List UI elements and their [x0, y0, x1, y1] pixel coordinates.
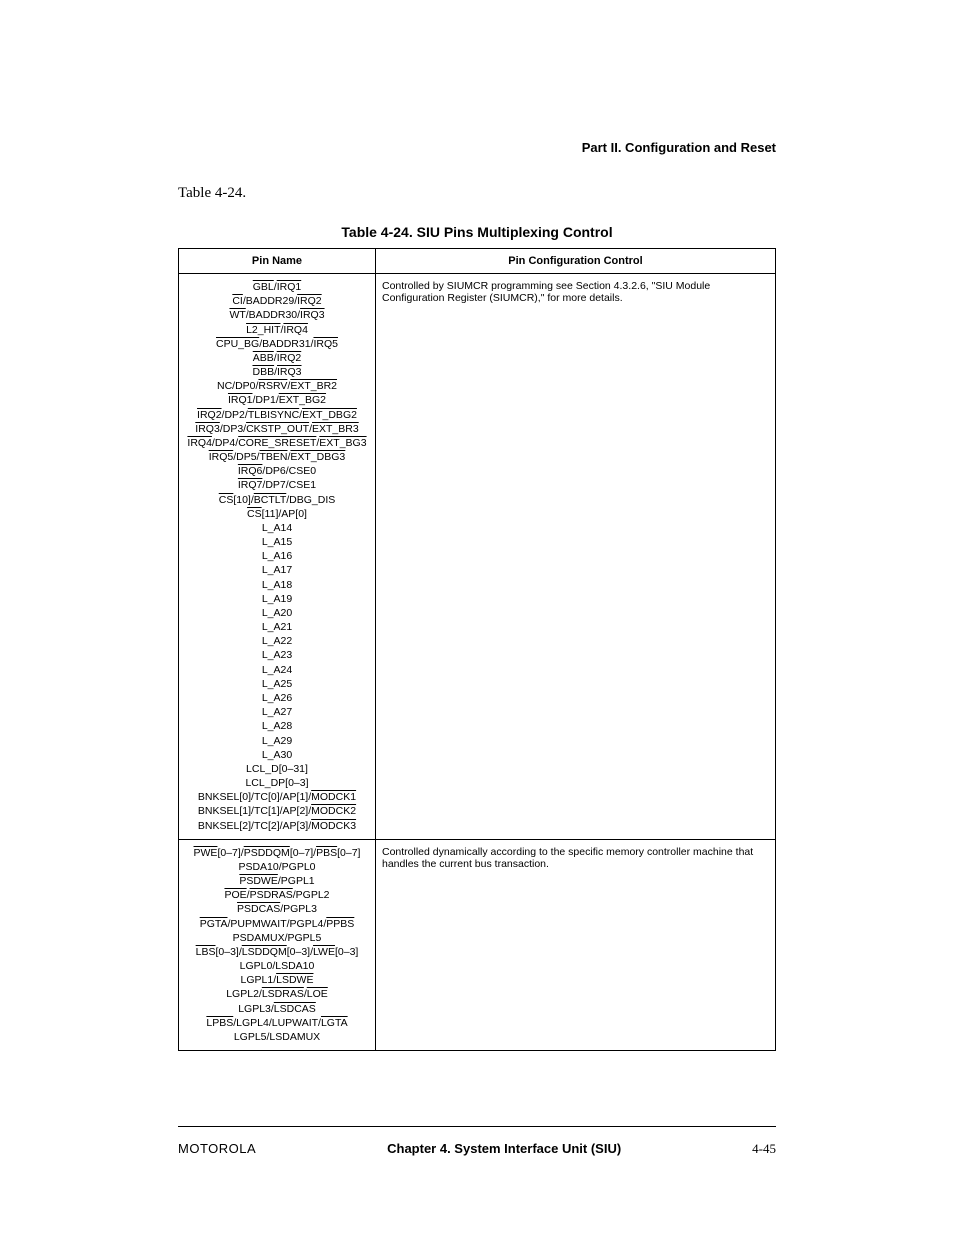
intro-text: Table 4-24.: [178, 185, 776, 202]
pin-line: L_A14: [185, 521, 369, 535]
pin-line: LGPL3/LSDCAS: [185, 1002, 369, 1016]
pin-line: L_A29: [185, 734, 369, 748]
pin-line: CPU_BG/BADDR31/IRQ5: [185, 337, 369, 351]
pin-line: L_A28: [185, 719, 369, 733]
pin-line: IRQ4/DP4/CORE_SRESET/EXT_BG3: [185, 436, 369, 450]
pin-line: L_A19: [185, 592, 369, 606]
pin-line: IRQ2/DP2/TLBISYNC/EXT_DBG2: [185, 408, 369, 422]
pin-line: PSDWE/PGPL1: [185, 874, 369, 888]
pin-line: LCL_D[0–31]: [185, 762, 369, 776]
pin-line: L_A16: [185, 549, 369, 563]
th-pin-config: Pin Configuration Control: [376, 249, 776, 274]
pin-line: L_A25: [185, 677, 369, 691]
pin-line: L_A21: [185, 620, 369, 634]
pin-name-cell: GBL/IRQ1CI/BADDR29/IRQ2WT/BADDR30/IRQ3L2…: [179, 274, 376, 840]
table-row: PWE[0–7]/PSDDQM[0–7]/PBS[0–7]PSDA10/PGPL…: [179, 839, 776, 1050]
pin-line: WT/BADDR30/IRQ3: [185, 308, 369, 322]
pin-line: L_A15: [185, 535, 369, 549]
pin-line: BNKSEL[1]/TC[1]/AP[2]/MODCK2: [185, 804, 369, 818]
pin-line: BNKSEL[0]/TC[0]/AP[1]/MODCK1: [185, 790, 369, 804]
pin-config-cell: Controlled dynamically according to the …: [376, 839, 776, 1050]
pin-line: CS[10]/BCTLT/DBG_DIS: [185, 493, 369, 507]
pin-line: L_A26: [185, 691, 369, 705]
pin-line: L2_HIT/IRQ4: [185, 323, 369, 337]
pin-line: L_A18: [185, 578, 369, 592]
pin-line: IRQ7/DP7/CSE1: [185, 478, 369, 492]
pin-line: IRQ3/DP3/CKSTP_OUT/EXT_BR3: [185, 422, 369, 436]
th-pin-name: Pin Name: [179, 249, 376, 274]
pin-line: LBS[0–3]/LSDDQM[0–3]/LWE[0–3]: [185, 945, 369, 959]
siu-pins-table: Pin Name Pin Configuration Control GBL/I…: [178, 248, 776, 1051]
pin-config-cell: Controlled by SIUMCR programming see Sec…: [376, 274, 776, 840]
document-page: Part II. Configuration and Reset Table 4…: [0, 0, 954, 1235]
pin-line: L_A17: [185, 563, 369, 577]
pin-line: CS[11]/AP[0]: [185, 507, 369, 521]
pin-line: PGTA/PUPMWAIT/PGPL4/PPBS: [185, 917, 369, 931]
table-caption: Table 4-24. SIU Pins Multiplexing Contro…: [178, 224, 776, 240]
pin-line: L_A30: [185, 748, 369, 762]
pin-line: LGPL0/LSDA10: [185, 959, 369, 973]
pin-line: IRQ6/DP6/CSE0: [185, 464, 369, 478]
pin-line: GBL/IRQ1: [185, 280, 369, 294]
pin-line: IRQ1/DP1/EXT_BG2: [185, 393, 369, 407]
pin-line: DBB/IRQ3: [185, 365, 369, 379]
section-header: Part II. Configuration and Reset: [178, 140, 776, 155]
pin-line: PWE[0–7]/PSDDQM[0–7]/PBS[0–7]: [185, 846, 369, 860]
footer-left: MOTOROLA: [178, 1141, 256, 1156]
pin-line: LPBS/LGPL4/LUPWAIT/LGTA: [185, 1016, 369, 1030]
pin-name-cell: PWE[0–7]/PSDDQM[0–7]/PBS[0–7]PSDA10/PGPL…: [179, 839, 376, 1050]
pin-line: PSDA10/PGPL0: [185, 860, 369, 874]
page-footer: MOTOROLA Chapter 4. System Interface Uni…: [178, 1126, 776, 1157]
pin-line: IRQ5/DP5/TBEN/EXT_DBG3: [185, 450, 369, 464]
pin-line: LGPL2/LSDRAS/LOE: [185, 987, 369, 1001]
pin-line: ABB/IRQ2: [185, 351, 369, 365]
footer-right: 4-45: [752, 1141, 776, 1157]
pin-line: L_A20: [185, 606, 369, 620]
pin-line: LCL_DP[0–3]: [185, 776, 369, 790]
pin-line: LGPL1/LSDWE: [185, 973, 369, 987]
table-header-row: Pin Name Pin Configuration Control: [179, 249, 776, 274]
pin-line: POE/PSDRAS/PGPL2: [185, 888, 369, 902]
footer-rule: [178, 1126, 776, 1127]
pin-line: CI/BADDR29/IRQ2: [185, 294, 369, 308]
pin-line: L_A23: [185, 648, 369, 662]
pin-line: PSDCAS/PGPL3: [185, 902, 369, 916]
footer-center: Chapter 4. System Interface Unit (SIU): [387, 1141, 621, 1156]
pin-line: L_A22: [185, 634, 369, 648]
pin-line: NC/DP0/RSRV/EXT_BR2: [185, 379, 369, 393]
pin-line: L_A24: [185, 663, 369, 677]
table-row: GBL/IRQ1CI/BADDR29/IRQ2WT/BADDR30/IRQ3L2…: [179, 274, 776, 840]
pin-line: PSDAMUX/PGPL5: [185, 931, 369, 945]
pin-line: L_A27: [185, 705, 369, 719]
pin-line: BNKSEL[2]/TC[2]/AP[3]/MODCK3: [185, 819, 369, 833]
pin-line: LGPL5/LSDAMUX: [185, 1030, 369, 1044]
